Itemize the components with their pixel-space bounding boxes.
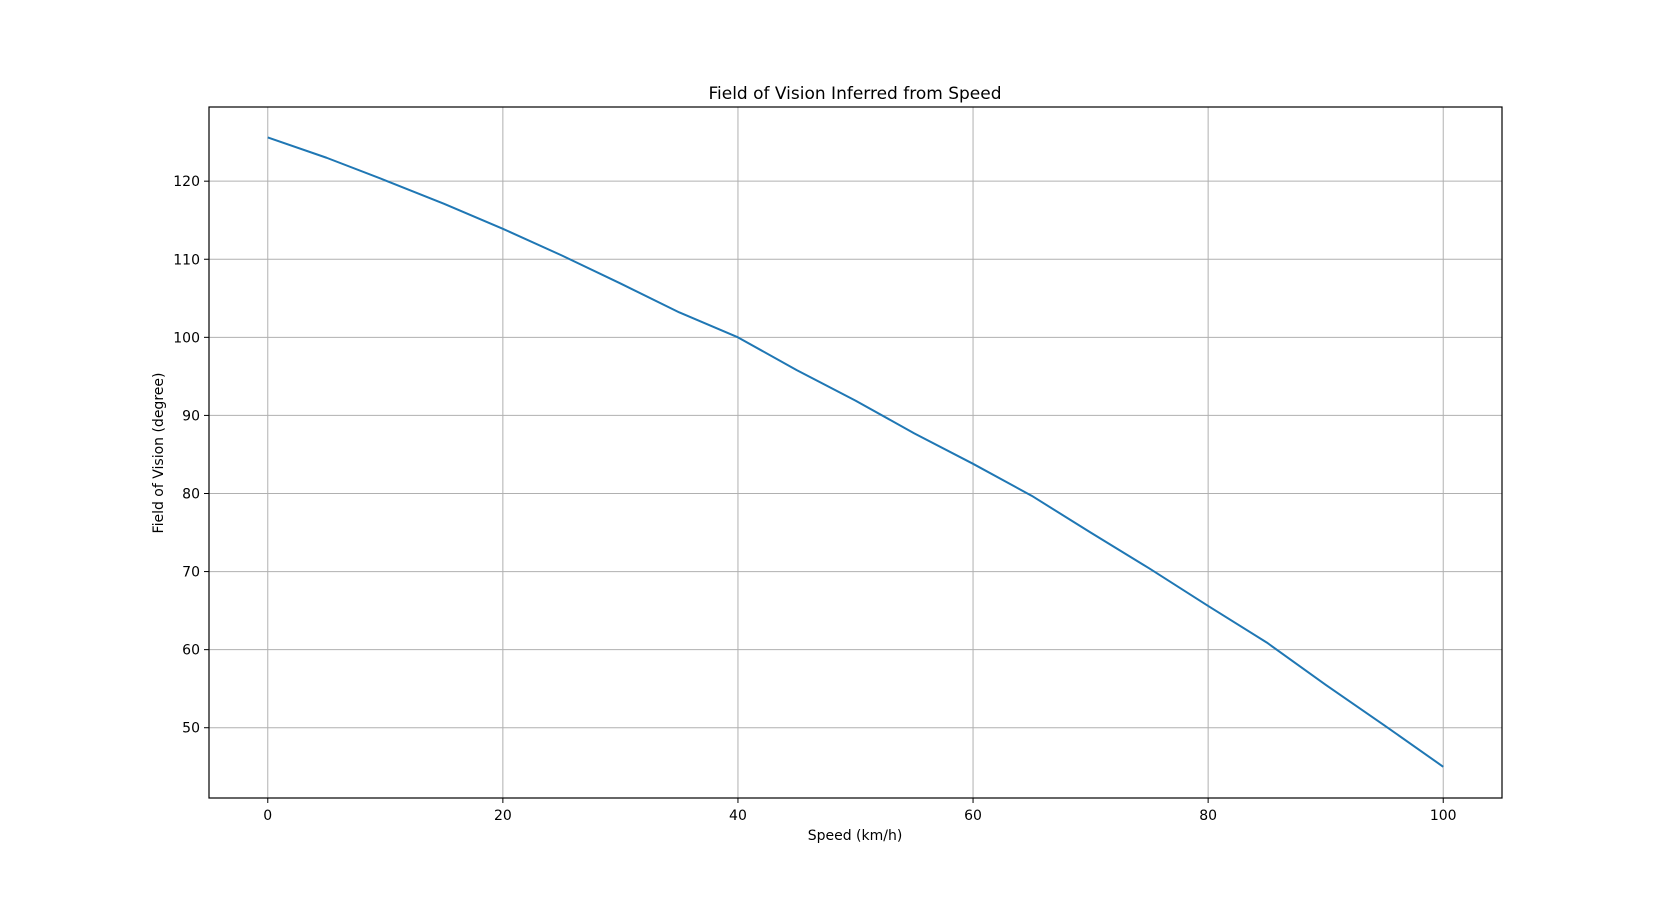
y-tick-label: 110	[173, 252, 200, 268]
ticks-layer: 0 20 40 60 80 100 50 60 70 80 90 100 110 120	[173, 174, 1456, 824]
x-tick-label: 40	[729, 808, 747, 824]
plot-frame	[208, 106, 1503, 799]
y-tick-label: 70	[182, 565, 200, 581]
y-axis-label: Field of Vision (degree)	[151, 373, 167, 534]
x-tick-label: 20	[494, 808, 512, 824]
x-axis-label: Speed (km/h)	[808, 828, 903, 844]
x-tick-label: 100	[1430, 808, 1457, 824]
y-tick-label: 60	[182, 643, 200, 659]
y-tick-label: 120	[173, 174, 200, 190]
y-tick-label: 90	[182, 408, 200, 424]
y-tick-label: 80	[182, 486, 200, 502]
y-tick-label: 50	[182, 721, 200, 737]
x-tick-label: 0	[263, 808, 272, 824]
series-line	[267, 136, 1444, 768]
x-tick-label: 80	[1199, 808, 1217, 824]
y-tick-label: 100	[173, 330, 200, 346]
x-tick-label: 60	[964, 808, 982, 824]
grid-lines	[209, 107, 1502, 798]
chart-title: Field of Vision Inferred from Speed	[708, 84, 1001, 104]
series-layer	[267, 136, 1444, 768]
